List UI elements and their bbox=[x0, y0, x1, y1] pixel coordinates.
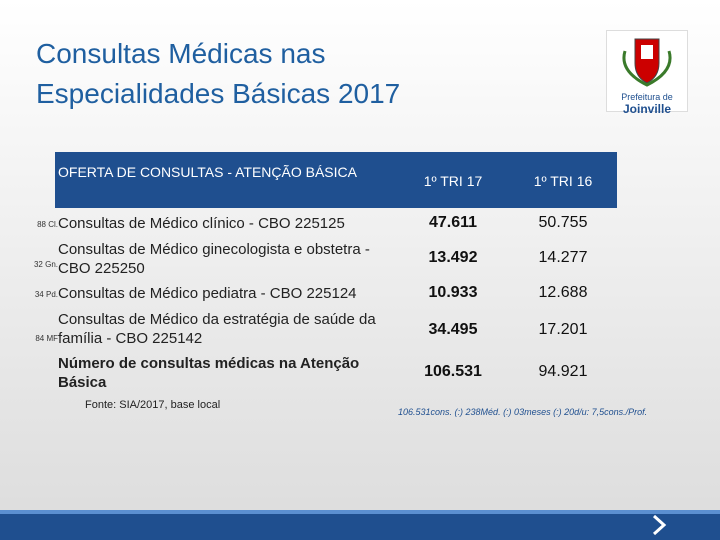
cell-value: 50.755 bbox=[538, 214, 588, 231]
row-label: Consultas de Médico pediatra - CBO 22512… bbox=[58, 285, 357, 302]
title-line: Consultas Médicas nas bbox=[36, 38, 326, 69]
cell-value: 10.933 bbox=[428, 284, 478, 301]
row-code: 88 Cl. bbox=[37, 220, 58, 229]
cell-value: 12.688 bbox=[538, 284, 588, 301]
cell-value: 106.531 bbox=[424, 363, 482, 380]
cell-value: 47.611 bbox=[428, 214, 478, 231]
row-code: 32 Gn. bbox=[33, 260, 58, 269]
note: 106.531cons. (:) 238Méd. (:) 03meses (:)… bbox=[398, 407, 648, 417]
logo-emblem bbox=[622, 38, 672, 87]
source: Fonte: SIA/2017, base local bbox=[85, 399, 221, 411]
cell-value: 14.277 bbox=[538, 249, 588, 266]
header-cell: 1º TRI 17 bbox=[423, 173, 483, 189]
logo-text: Prefeitura de bbox=[621, 92, 673, 102]
footer-band bbox=[0, 510, 720, 540]
row-label: Número de consultas médicas na Atenção B… bbox=[58, 355, 360, 391]
table-header bbox=[55, 152, 617, 208]
row-code: 34 Pd. bbox=[34, 290, 58, 299]
cell-value: 17.201 bbox=[538, 321, 588, 338]
cell-value: 34.495 bbox=[428, 321, 478, 338]
header-cell: 1º TRI 16 bbox=[533, 173, 593, 189]
row-label: Consultas de Médico ginecologista e obst… bbox=[58, 241, 370, 277]
footer-chevron bbox=[652, 514, 667, 536]
logo-text: Joinville bbox=[622, 102, 672, 116]
logo: Prefeitura de Joinville bbox=[606, 30, 688, 116]
cell-value: 13.492 bbox=[428, 249, 478, 266]
row-label: Consultas de Médico clínico - CBO 225125 bbox=[58, 215, 345, 232]
header-cell: OFERTA DE CONSULTAS - ATENÇÃO BÁSICA bbox=[58, 164, 357, 180]
footer-stripe bbox=[0, 510, 720, 514]
cell-value: 94.921 bbox=[538, 363, 588, 380]
row-code: 84 MF bbox=[35, 334, 58, 343]
title-line: Especialidades Básicas 2017 bbox=[36, 78, 401, 109]
row-label: Consultas de Médico da estratégia de saú… bbox=[58, 311, 376, 347]
